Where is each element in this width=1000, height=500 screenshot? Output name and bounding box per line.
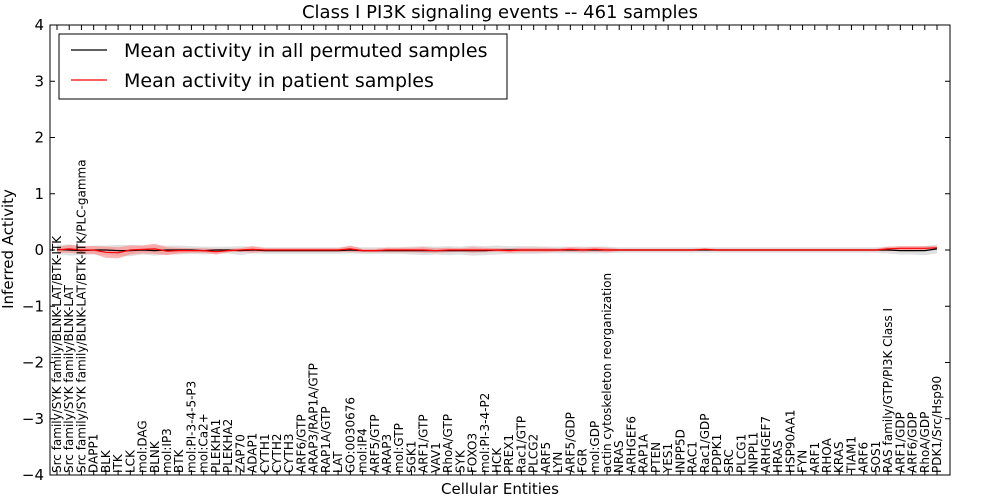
x-tick-label: Src family/SYK family/BLNK-LAT/BTK-ITK/P… (74, 159, 88, 473)
x-tick-label: HCK (490, 447, 504, 473)
x-tick-label: ARHGEF6 (624, 416, 638, 473)
x-tick-label: VAV1 (429, 442, 443, 473)
x-tick-label: Src family/SYK family/BLNK-LAT/BTK-ITK (50, 235, 64, 473)
x-tick-label: mol:Ca2+ (197, 413, 211, 473)
x-tick-label: TIAM1 (844, 436, 858, 474)
chart-title: Class I PI3K signaling events -- 461 sam… (302, 2, 698, 23)
y-tick-label: 3 (34, 72, 44, 90)
x-tick-label: ARAP3 (380, 434, 394, 473)
series-line-1 (56, 247, 938, 254)
x-tick-label: RAP1A/GTP (319, 406, 333, 473)
x-tick-label: RAC1 (686, 441, 700, 473)
x-tick-label: SRC (722, 449, 736, 473)
x-tick-label: BLNK (148, 440, 162, 473)
x-tick-label: ARF6/GTP (294, 414, 308, 473)
x-tick-label: ARHGEF7 (759, 416, 773, 473)
y-tick-label: 2 (34, 129, 44, 147)
x-tick-label: ARF6/GDP (906, 412, 920, 473)
x-tick-label: mol:GDP (588, 421, 602, 473)
x-tick-label: FOXO3 (466, 433, 480, 473)
x-tick-label: NRAS (612, 440, 626, 473)
y-tick-label: 0 (34, 241, 44, 259)
legend-box (58, 33, 508, 100)
x-tick-label: ARF5/GTP (368, 414, 382, 473)
y-axis-title: Inferred Activity (0, 189, 17, 309)
x-tick-label: RHOA (820, 437, 834, 473)
x-tick-label: CYTH3 (282, 434, 296, 474)
y-tick-label: −3 (22, 410, 44, 428)
x-tick-label: PLEKHA1 (209, 419, 223, 473)
x-tick-label: HSP90AA1 (783, 409, 797, 473)
x-tick-label: PDPK1 (710, 434, 724, 473)
series-band-1 (57, 243, 937, 259)
x-tick-label: ZAP70 (233, 434, 247, 473)
x-tick-label: CYTH1 (258, 434, 272, 474)
x-axis-title: Cellular Entities (441, 480, 559, 498)
x-tick-label: CYTH2 (270, 434, 284, 474)
x-tick-label: ARF6 (857, 442, 871, 473)
x-tick-label: mol:IP4 (356, 428, 370, 473)
x-tick-label: PDK1/Src/Hsp90 (930, 376, 944, 473)
x-tick-label: LYN (551, 452, 565, 473)
x-tick-label: ARF1/GTP (417, 414, 431, 473)
x-tick-label: RhoA/GTP (441, 414, 455, 473)
x-tick-label: LCK (123, 449, 137, 473)
x-tick-label: SGK1 (404, 441, 418, 473)
x-tick-label: RhoA/GDP (918, 412, 932, 473)
y-tick-label: 1 (34, 185, 44, 203)
x-tick-label: RAS family/GTP/PI3K Class I (881, 308, 895, 473)
y-tick-label: −4 (22, 466, 44, 484)
x-tick-label: PLCG1 (734, 434, 748, 473)
x-tick-label: FYN (796, 450, 810, 473)
x-tick-label: ARF5 (539, 442, 553, 473)
x-tick-label: PLEKHA2 (221, 419, 235, 473)
x-tick-label: PTEN (649, 442, 663, 473)
x-tick-label: ADAP1 (246, 433, 260, 473)
y-tick-label: −2 (22, 354, 44, 372)
plot-area (56, 243, 938, 259)
x-tick-label: LAT (331, 451, 345, 473)
legend-label-patient: Mean activity in patient samples (124, 70, 434, 92)
x-tick-label: Src family/SYK family/BLNK-LAT (62, 284, 76, 473)
x-tick-label: Rac1/GTP (514, 416, 528, 473)
x-tick-label: ARF5/GDP (563, 412, 577, 473)
y-tick-label: −1 (22, 297, 44, 315)
x-tick-label: SYK (453, 449, 467, 473)
x-tick-label: GO:0030676 (343, 397, 357, 473)
x-tick-label: ARF1/GDP (893, 412, 907, 473)
x-tick-label: mol:DAG (136, 420, 150, 473)
x-tick-label: FGR (576, 448, 590, 473)
x-tick-label: PREX1 (502, 434, 516, 473)
x-tick-label: SOS1 (869, 441, 883, 473)
x-tick-label: YES1 (661, 443, 675, 474)
x-tick-label: INPPL1 (747, 432, 761, 473)
x-tick-label: ARAP3/RAP1A/GTP (307, 363, 321, 473)
x-tick-label: ITK (111, 453, 125, 473)
x-tick-label: ARF1 (808, 442, 822, 473)
legend-label-permuted: Mean activity in all permuted samples (124, 40, 487, 62)
x-tick-label: Rac1/GDP (698, 414, 712, 473)
x-tick-label: PLCG2 (527, 434, 541, 473)
x-tick-label: mol:PI-3-4-5-P3 (184, 381, 198, 473)
x-tick-label: DAPP1 (87, 434, 101, 473)
x-tick-label: BTK (172, 448, 186, 473)
x-tick-label: KRAS (832, 441, 846, 473)
x-tick-label: INPP5D (673, 429, 687, 473)
x-tick-label: actin cytoskeleton reorganization (600, 273, 614, 473)
x-tick-label: mol:PI-3-4-P2 (478, 393, 492, 473)
x-tick-label: BLK (99, 449, 113, 473)
x-tick-label: HRAS (771, 440, 785, 473)
y-tick-label: 4 (34, 16, 44, 34)
x-tick-label: mol:IP3 (160, 428, 174, 473)
legend: Mean activity in all permuted samples Me… (58, 33, 508, 100)
x-tick-label: RAP1A (637, 433, 651, 473)
x-tick-label: mol:GTP (392, 423, 406, 473)
